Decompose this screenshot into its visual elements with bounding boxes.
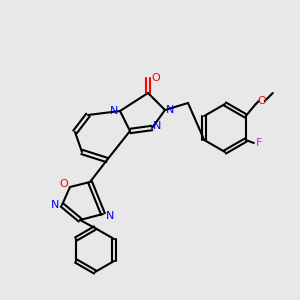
Text: N: N (106, 211, 114, 221)
Text: N: N (166, 105, 174, 115)
Text: O: O (257, 96, 266, 106)
Text: N: N (110, 106, 118, 116)
Text: F: F (256, 138, 262, 148)
Text: N: N (51, 200, 59, 210)
Text: O: O (152, 73, 160, 83)
Text: O: O (60, 179, 68, 189)
Text: N: N (153, 121, 161, 131)
